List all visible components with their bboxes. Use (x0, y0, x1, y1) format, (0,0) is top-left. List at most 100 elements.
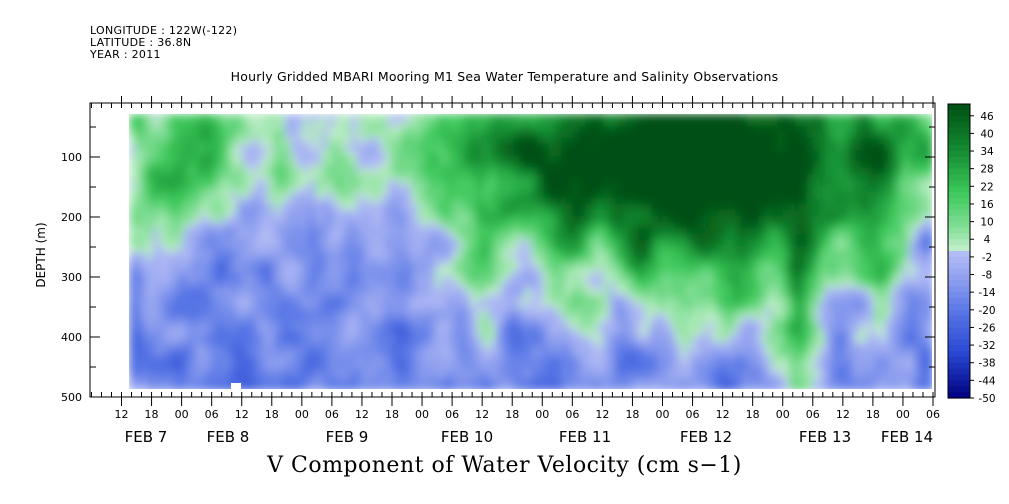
heatmap-cell (561, 228, 568, 235)
heatmap-cell (711, 294, 718, 301)
heatmap-cell (645, 360, 652, 367)
heatmap-cell (507, 132, 514, 139)
heatmap-cell (339, 324, 346, 331)
heatmap-cell (621, 186, 628, 193)
heatmap-cell (513, 144, 520, 151)
heatmap-cell (771, 204, 778, 211)
heatmap-cell (417, 228, 424, 235)
heatmap-cell (405, 246, 412, 253)
heatmap-cell (225, 210, 232, 217)
heatmap-cell (615, 114, 622, 121)
heatmap-cell (255, 210, 262, 217)
heatmap-cell (615, 150, 622, 157)
heatmap-cell (627, 186, 634, 193)
heatmap-cell (675, 204, 682, 211)
heatmap-cell (237, 228, 244, 235)
heatmap-cell (195, 126, 202, 133)
heatmap-cell (291, 114, 298, 121)
heatmap-cell (675, 198, 682, 205)
heatmap-cell (537, 264, 544, 271)
heatmap-cell (711, 168, 718, 175)
heatmap-cell (213, 378, 220, 385)
heatmap-cell (177, 294, 184, 301)
heatmap-cell (165, 114, 172, 121)
heatmap-cell (453, 324, 460, 331)
heatmap-cell (615, 156, 622, 163)
heatmap-cell (603, 300, 610, 307)
heatmap-cell (681, 204, 688, 211)
heatmap-cell (225, 270, 232, 277)
heatmap-cell (771, 300, 778, 307)
heatmap-cell (285, 222, 292, 229)
heatmap-cell (165, 360, 172, 367)
heatmap-cell (483, 312, 490, 319)
heatmap-cell (639, 336, 646, 343)
heatmap-cell (441, 144, 448, 151)
heatmap-cell (309, 126, 316, 133)
heatmap-cell (351, 234, 358, 241)
heatmap-cell (675, 306, 682, 313)
heatmap-cell (681, 330, 688, 337)
heatmap-cell (711, 306, 718, 313)
heatmap-cell (645, 354, 652, 361)
heatmap-cell (645, 132, 652, 139)
heatmap-cell (399, 168, 406, 175)
heatmap-cell (561, 288, 568, 295)
heatmap-cell (309, 210, 316, 217)
heatmap-cell (765, 252, 772, 259)
heatmap-cell (543, 378, 550, 385)
heatmap-cell (753, 330, 760, 337)
heatmap-cell (711, 216, 718, 223)
heatmap-cell (549, 300, 556, 307)
heatmap-cell (315, 384, 322, 389)
heatmap-cell (603, 126, 610, 133)
heatmap-cell (531, 240, 538, 247)
heatmap-cell (579, 360, 586, 367)
heatmap-cell (591, 330, 598, 337)
heatmap-cell (339, 318, 346, 325)
heatmap-cell (735, 330, 742, 337)
heatmap-cell (315, 312, 322, 319)
heatmap-cell (315, 240, 322, 247)
heatmap-cell (285, 366, 292, 373)
heatmap-cell (213, 264, 220, 271)
heatmap-cell (525, 294, 532, 301)
heatmap-cell (489, 144, 496, 151)
heatmap-cell (567, 138, 574, 145)
heatmap-cell (591, 174, 598, 181)
heatmap-cell (693, 222, 700, 229)
heatmap-cell (699, 366, 706, 373)
heatmap-cell (441, 312, 448, 319)
heatmap-cell (495, 198, 502, 205)
heatmap-cell (693, 228, 700, 235)
heatmap-cell (675, 282, 682, 289)
heatmap-cell (633, 192, 640, 199)
heatmap-cell (771, 246, 778, 253)
heatmap-cell (777, 210, 784, 217)
heatmap-cell (573, 312, 580, 319)
heatmap-cell (591, 270, 598, 277)
heatmap-cell (225, 228, 232, 235)
heatmap-cell (729, 264, 736, 271)
heatmap-cell (513, 120, 520, 127)
heatmap-cell (309, 138, 316, 145)
heatmap-cell (387, 222, 394, 229)
heatmap-cell (711, 132, 718, 139)
heatmap-cell (165, 174, 172, 181)
heatmap-cell (213, 210, 220, 217)
heatmap-cell (765, 276, 772, 283)
heatmap-cell (741, 174, 748, 181)
heatmap-cell (633, 366, 640, 373)
heatmap-cell (225, 162, 232, 169)
heatmap-cell (513, 282, 520, 289)
heatmap-cell (615, 204, 622, 211)
heatmap-cell (339, 180, 346, 187)
heatmap-cell (243, 276, 250, 283)
heatmap-cell (537, 132, 544, 139)
heatmap-cell (435, 186, 442, 193)
heatmap-cell (237, 126, 244, 133)
heatmap-cell (687, 330, 694, 337)
heatmap-cell (243, 294, 250, 301)
heatmap-cell (333, 288, 340, 295)
heatmap-cell (633, 216, 640, 223)
